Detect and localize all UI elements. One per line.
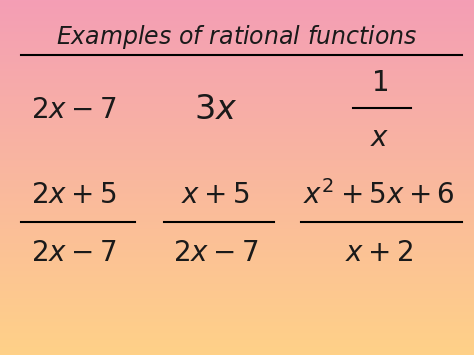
Text: $x+2$: $x+2$ bbox=[345, 240, 413, 267]
Text: $2x+5$: $2x+5$ bbox=[31, 182, 116, 209]
Text: $3x$: $3x$ bbox=[194, 94, 237, 126]
Text: $2x-7$: $2x-7$ bbox=[31, 97, 116, 124]
Text: $x$: $x$ bbox=[370, 125, 389, 152]
Text: $2x-7$: $2x-7$ bbox=[31, 240, 116, 267]
Text: $x^2+5x+6$: $x^2+5x+6$ bbox=[303, 180, 455, 210]
Text: $1$: $1$ bbox=[371, 70, 388, 97]
Text: $x+5$: $x+5$ bbox=[182, 182, 250, 209]
Text: $2x-7$: $2x-7$ bbox=[173, 240, 258, 267]
Text: $\mathit{Examples\ of\ rational\ functions}$: $\mathit{Examples\ of\ rational\ functio… bbox=[56, 23, 418, 51]
